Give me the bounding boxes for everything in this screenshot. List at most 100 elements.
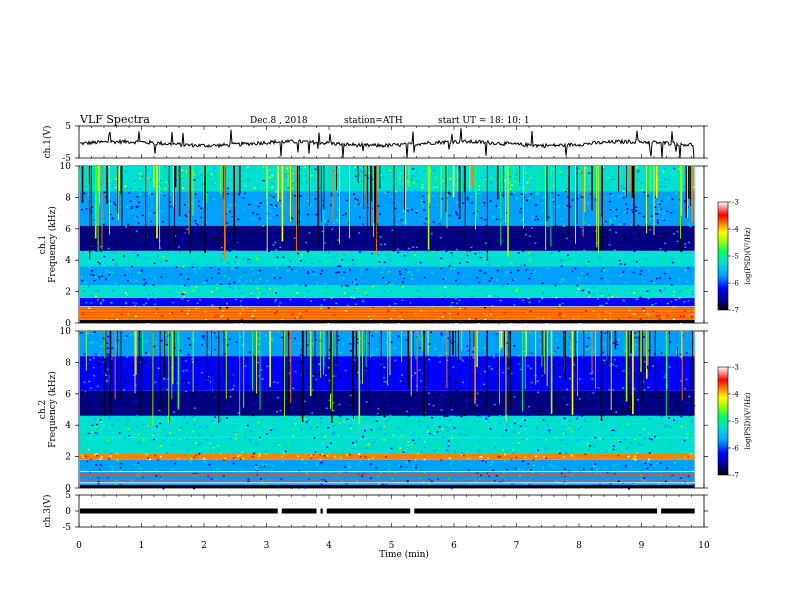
spectrogram-cell — [637, 171, 640, 173]
spectrogram-cell — [288, 439, 291, 442]
spectrogram-cell — [256, 258, 259, 260]
spectrogram-cell — [270, 416, 272, 418]
spectrogram-cell — [540, 413, 543, 416]
spectrogram-cell — [262, 304, 265, 306]
spectrogram-cell — [285, 391, 288, 393]
spectrogram-cell — [273, 428, 276, 430]
spectrogram-cell — [100, 245, 102, 248]
spectrogram-cell — [502, 194, 504, 196]
spectrogram-cell — [656, 219, 659, 222]
spectrogram-cell — [310, 175, 313, 177]
spectrogram-cell — [585, 348, 588, 350]
spectrogram-cell — [379, 481, 382, 483]
spectrogram-cell — [291, 268, 294, 271]
spectrogram-cell — [158, 368, 160, 371]
spectrogram-cell — [87, 251, 90, 253]
spectrogram-cell — [133, 464, 136, 466]
spectrogram-cell — [644, 360, 647, 363]
spectrogram-cell — [127, 313, 130, 315]
spectrogram-cell — [550, 451, 553, 454]
spectrogram-cell — [535, 193, 538, 195]
spectrogram-cell — [210, 478, 213, 480]
spectrogram-cell — [628, 391, 631, 394]
spectrogram-cell — [452, 366, 455, 368]
spectrogram-cell — [353, 297, 356, 299]
spectrogram-cell — [231, 377, 234, 380]
spectrogram-cell — [536, 218, 539, 221]
spectrogram-cell — [460, 282, 463, 284]
spectrogram-cell — [519, 364, 522, 366]
spectrogram-cell — [314, 425, 317, 428]
spectrogram-cell — [137, 438, 140, 440]
spectrogram-cell — [671, 261, 674, 264]
spectrogram-cell — [90, 273, 93, 276]
spectrogram-cell — [198, 453, 201, 455]
spectrogram-cell — [265, 383, 268, 385]
spectrogram-cell — [203, 281, 205, 284]
spectrogram-cell — [493, 408, 496, 410]
spectrogram-cell — [278, 382, 281, 384]
spectrogram-cell — [217, 230, 220, 233]
spectrogram-cell — [359, 455, 362, 458]
spectrogram-cell — [277, 487, 280, 490]
spectrogram-cell — [633, 373, 636, 375]
spectrogram-cell — [215, 396, 218, 399]
spectrogram-cell — [566, 188, 569, 190]
spectrogram-cell — [624, 350, 627, 353]
spectrogram-cell — [464, 434, 467, 436]
spectrogram-cell — [348, 463, 351, 465]
spectrogram-cell — [108, 274, 111, 276]
spectrogram-cell — [309, 417, 312, 419]
spectrogram-cell — [159, 180, 162, 182]
spectrogram-cell — [592, 411, 595, 413]
spectrogram-cell — [124, 274, 127, 277]
spectrogram-cell — [559, 305, 561, 307]
spectrogram-cell — [670, 357, 673, 360]
spectrogram-cell — [314, 412, 317, 414]
spectrogram-cell — [688, 414, 691, 417]
spectrogram-cell — [255, 464, 258, 466]
spectrogram-cell — [111, 355, 114, 357]
spectrogram-cell — [269, 177, 271, 179]
spectrogram-cell — [588, 231, 591, 233]
spectrogram-cell — [274, 397, 277, 399]
spectrogram-cell — [193, 451, 196, 453]
spectrogram-cell — [159, 353, 162, 355]
spectrogram-cell — [436, 431, 439, 433]
spectrogram-cell — [206, 465, 209, 468]
spectrogram-cell — [258, 436, 261, 439]
spectrogram-cell — [413, 411, 416, 413]
spectrogram-cell — [632, 387, 635, 390]
spectrogram-cell — [528, 235, 531, 237]
spectrogram-cell — [406, 250, 409, 253]
spectrogram-cell — [420, 477, 423, 479]
spectrogram-cell — [402, 243, 405, 245]
spectrogram-cell — [648, 418, 651, 420]
spectrogram-cell — [438, 447, 440, 449]
spectrogram-cell — [528, 297, 530, 299]
spectrogram-cell — [581, 390, 584, 393]
spectrogram-cell — [578, 378, 581, 380]
spectrogram-cell — [80, 228, 83, 231]
spectrogram-cell — [327, 461, 330, 463]
spectrogram-cell — [399, 380, 402, 382]
spectrogram-cell — [143, 278, 146, 281]
spectrogram-cell — [354, 204, 357, 207]
spectrogram-cell — [186, 300, 189, 302]
spectrogram-cell — [168, 448, 170, 450]
spectrogram-cell — [221, 297, 224, 299]
spectrogram-cell — [127, 303, 130, 305]
spectrogram-cell — [454, 341, 456, 343]
spectrogram-cell — [532, 376, 535, 378]
spectrogram-cell — [560, 218, 563, 220]
spectrogram-cell — [409, 359, 412, 361]
spectrogram-cell — [397, 464, 400, 466]
spectrogram-cell — [291, 475, 294, 477]
spectrogram-cell — [588, 275, 591, 278]
spectrogram-cell — [315, 213, 318, 216]
spectrogram-cell — [486, 279, 489, 282]
spectrogram-cell — [581, 272, 584, 274]
spectrogram-cell — [502, 472, 505, 474]
spectrogram-cell — [612, 445, 615, 447]
spectrogram-cell — [126, 372, 129, 374]
